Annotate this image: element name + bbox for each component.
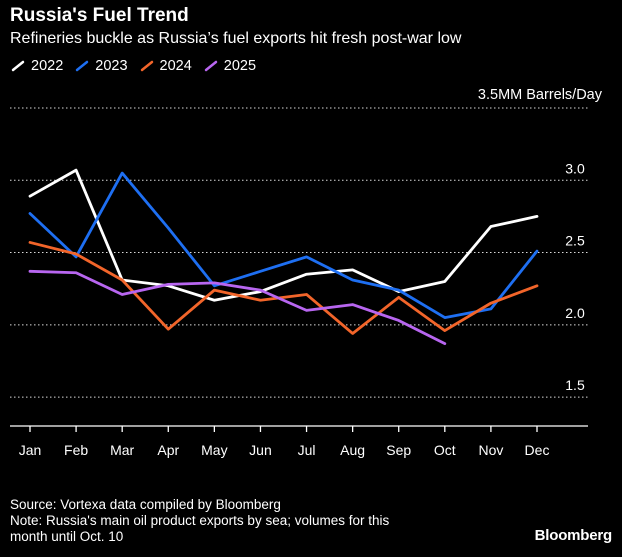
bloomberg-logo: Bloomberg	[534, 527, 613, 544]
legend-item-2022: 2022	[11, 58, 63, 74]
line-chart: 3.5MM Barrels/Day 1.5 2.0 2.5 3.0 Jan Feb Mar…	[10, 87, 603, 458]
legend-swatch-2025	[204, 60, 218, 72]
chart-title: Russia's Fuel Trend	[10, 5, 189, 26]
chart-area: 3.5MM Barrels/Day 1.5 2.0 2.5 3.0 Jan Feb Mar…	[0, 80, 622, 475]
x-tick-label: May	[201, 442, 227, 458]
legend-swatch-2024	[140, 60, 154, 72]
series-line-2022	[28, 168, 539, 302]
legend-swatch-2023	[75, 60, 89, 72]
note-line-2: month until Oct. 10	[10, 529, 124, 544]
x-tick-label: Feb	[64, 442, 88, 458]
legend-item-2025: 2025	[204, 58, 256, 74]
x-tick-label: Oct	[434, 442, 456, 458]
series-lines	[28, 168, 539, 346]
x-axis-ticks: Jan Feb Mar Apr May Jun Jul Aug Sep Oct Nov Dec	[19, 426, 550, 458]
y-tick-label: 3.0	[565, 160, 585, 176]
source-note: Source: Vortexa data compiled by Bloombe…	[10, 497, 281, 512]
unit-label: 3.5MM Barrels/Day	[478, 87, 603, 103]
y-tick-label: 1.5	[565, 377, 585, 393]
footer: Source: Vortexa data compiled by Bloombe…	[10, 497, 389, 545]
x-tick-label: Sep	[386, 442, 411, 458]
y-axis-ticks: 1.5 2.0 2.5 3.0	[565, 160, 585, 393]
x-tick-label: Apr	[157, 442, 179, 458]
x-tick-label: Jan	[19, 442, 42, 458]
legend-swatch-2022	[11, 60, 25, 72]
series-line-2023	[28, 171, 539, 319]
x-tick-label: Jul	[298, 442, 316, 458]
legend-label-2024: 2024	[159, 58, 192, 74]
y-tick-label: 2.5	[565, 233, 585, 249]
legend-label-2022: 2022	[31, 58, 64, 74]
x-tick-label: Mar	[110, 442, 134, 458]
legend-item-2024: 2024	[140, 58, 192, 74]
x-tick-label: Dec	[525, 442, 550, 458]
series-line-2025	[28, 269, 447, 346]
legend-item-2023: 2023	[75, 58, 128, 74]
legend-label-2025: 2025	[223, 58, 257, 74]
gridlines	[10, 107, 588, 398]
chart-subtitle: Refineries buckle as Russia’s fuel expor…	[10, 30, 462, 47]
x-tick-label: Nov	[478, 442, 503, 458]
x-tick-label: Jun	[249, 442, 272, 458]
legend-label-2023: 2023	[95, 58, 128, 74]
x-tick-label: Aug	[340, 442, 365, 458]
series-line-2024	[28, 241, 539, 335]
note-line-1: Note: Russia's main oil product exports …	[10, 513, 390, 528]
legend: 2022 2023 2024 2025	[11, 58, 268, 74]
y-tick-label: 2.0	[565, 305, 585, 321]
